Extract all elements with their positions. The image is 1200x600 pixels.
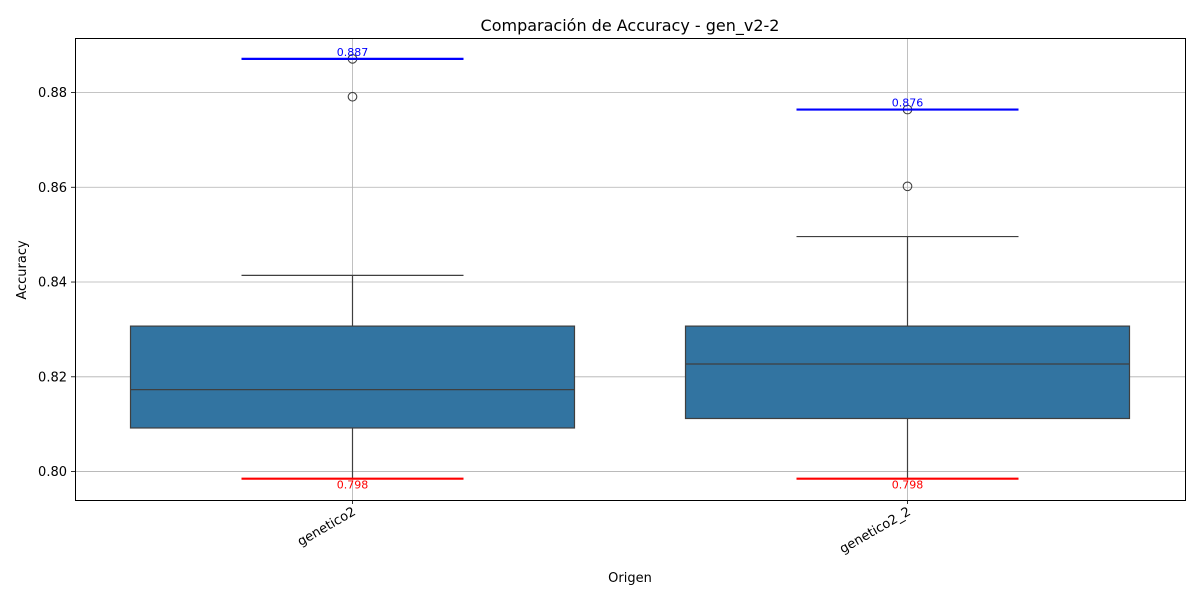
outlier-point xyxy=(902,181,913,192)
y-tick-label: 0.88 xyxy=(38,86,67,101)
min-value-label: 0.798 xyxy=(337,479,369,492)
min-value-label: 0.798 xyxy=(892,479,924,492)
y-tick-label: 0.80 xyxy=(38,465,67,480)
plot-frame xyxy=(75,38,1186,501)
outlier-point xyxy=(347,91,358,102)
y-tick-label: 0.82 xyxy=(38,370,67,385)
marks-layer: 0.887 0.798 0.876 0.798 xyxy=(129,46,1131,492)
max-value-label: 0.887 xyxy=(337,46,369,59)
box xyxy=(129,325,576,429)
max-value-label: 0.876 xyxy=(892,97,924,110)
chart-title: Comparación de Accuracy - gen_v2-2 xyxy=(481,16,780,36)
y-tick-label: 0.86 xyxy=(38,181,67,196)
box xyxy=(684,325,1131,420)
y-axis-title: Accuracy xyxy=(15,240,30,300)
y-tick-label: 0.84 xyxy=(38,276,67,291)
x-axis-title: Origen xyxy=(608,571,652,586)
